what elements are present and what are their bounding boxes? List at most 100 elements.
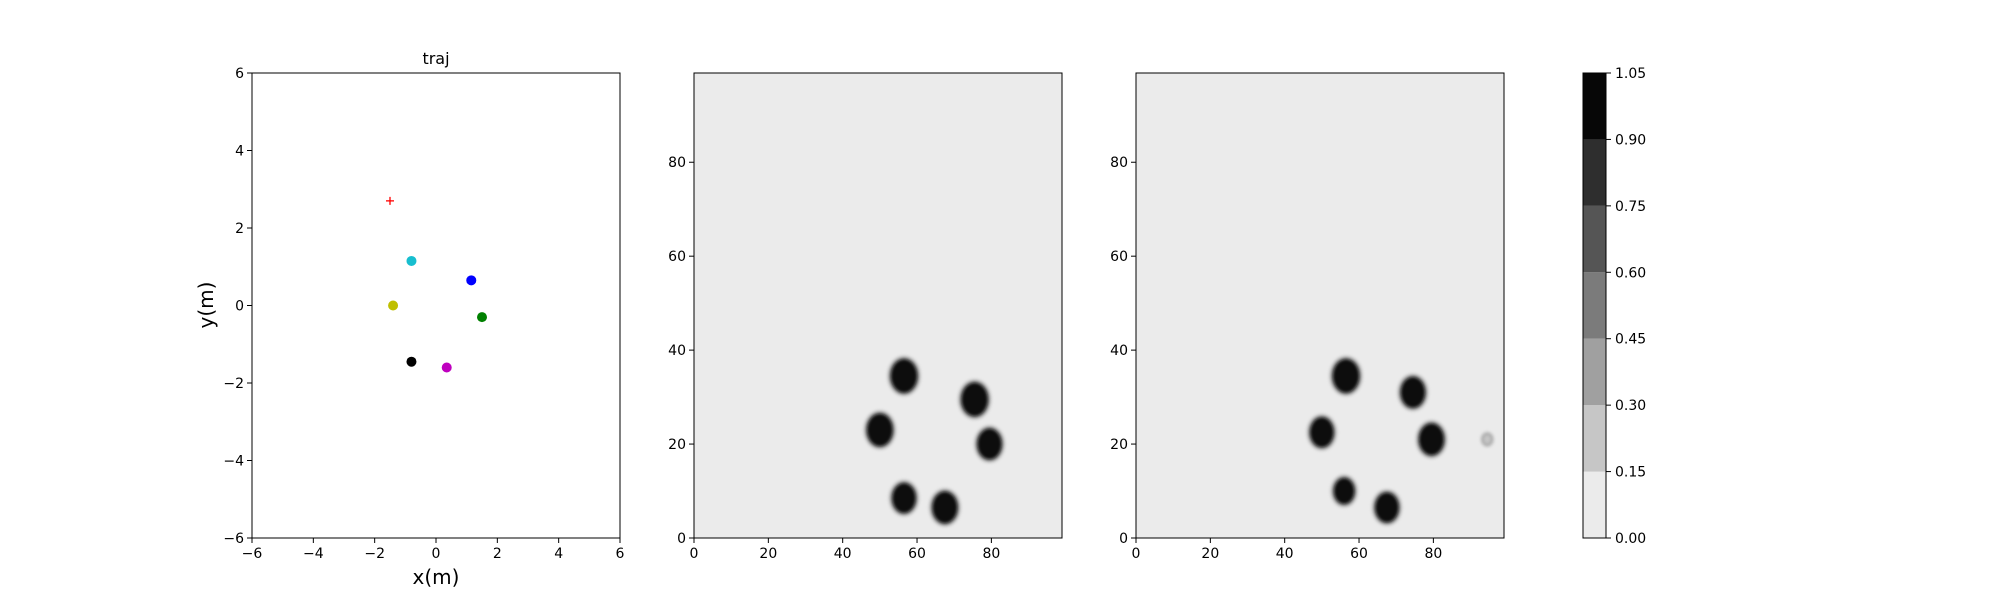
- traj-plot-title: traj: [422, 49, 449, 68]
- occupancy-blob: [929, 488, 961, 527]
- traj-x-ticks: −6 −4 −2 0 2 4 6: [242, 538, 625, 562]
- occupancy-blob-core: [961, 382, 989, 417]
- traj-point: [477, 312, 487, 323]
- colorbar-band: [1583, 73, 1606, 140]
- traj-points: [386, 196, 487, 373]
- goal-plus-marker: [386, 196, 394, 205]
- x-tick-label: 0: [1132, 546, 1141, 562]
- x-tick-label: 6: [616, 546, 625, 562]
- traj-point: [406, 255, 417, 266]
- traj-y-axis-label: y(m): [194, 282, 218, 329]
- x-tick-label: 80: [982, 546, 1000, 562]
- occupancy-blob-core: [1375, 492, 1399, 523]
- map-left-background: [694, 73, 1062, 538]
- traj-point: [466, 275, 477, 286]
- map-right-y-ticks: 0 20 40 60 80: [1110, 155, 1136, 547]
- map-right-frame: [1135, 72, 1505, 539]
- colorbar-band: [1583, 471, 1606, 538]
- traj-plot-frame: [251, 72, 621, 539]
- y-tick-label: 80: [1110, 155, 1128, 171]
- colorbar-tick-label: 0.30: [1615, 398, 1646, 414]
- y-tick-label: 40: [668, 343, 686, 359]
- y-tick-label: 20: [668, 437, 686, 453]
- map-left-frame: [693, 72, 1063, 539]
- colorbar-band: [1583, 272, 1606, 339]
- x-tick-label: 40: [834, 546, 852, 562]
- x-tick-label: 60: [1350, 546, 1368, 562]
- occupancy-blob-core: [932, 491, 958, 524]
- colorbar-tick-label: 0.45: [1615, 332, 1646, 348]
- x-tick-label: 20: [1201, 546, 1219, 562]
- occupancy-blob-core: [866, 413, 893, 447]
- x-tick-label: 40: [1276, 546, 1294, 562]
- occupancy-blob: [1415, 420, 1448, 459]
- x-tick-label: −4: [303, 546, 324, 562]
- colorbar-ticks: 0.00 0.15 0.30 0.45 0.60 0.75 0.90 1.05: [1606, 66, 1646, 547]
- occupancy-blob-core: [1309, 417, 1334, 448]
- colorbar: 0.00 0.15 0.30 0.45 0.60 0.75 0.90 1.05: [1582, 66, 1646, 547]
- occupancy-blob-core: [1400, 376, 1426, 408]
- occupancy-blob: [1480, 432, 1494, 447]
- y-tick-label: 2: [235, 221, 244, 237]
- map-plot-left: 0 20 40 60 80 0 20 40 60 80: [668, 72, 1063, 562]
- colorbar-tick-label: 0.15: [1615, 465, 1646, 481]
- occupancy-blob: [1372, 489, 1402, 526]
- x-tick-label: 0: [432, 546, 441, 562]
- map-left-y-ticks: 0 20 40 60 80: [668, 155, 694, 547]
- occupancy-blob: [1329, 356, 1363, 396]
- y-tick-label: 0: [235, 299, 244, 315]
- x-tick-label: 60: [908, 546, 926, 562]
- y-tick-label: 6: [235, 66, 244, 82]
- occupancy-blob: [889, 480, 919, 517]
- colorbar-tick-label: 0.60: [1615, 265, 1646, 281]
- x-tick-label: −2: [364, 546, 385, 562]
- occupancy-blob: [1306, 414, 1337, 451]
- occupancy-blob: [863, 410, 896, 450]
- y-tick-label: 20: [1110, 437, 1128, 453]
- occupancy-blob: [1330, 474, 1358, 508]
- occupancy-blob: [1397, 373, 1429, 411]
- occupancy-blob: [887, 356, 921, 396]
- y-tick-label: 0: [1119, 531, 1128, 547]
- colorbar-band: [1583, 405, 1606, 472]
- y-tick-label: −2: [223, 376, 244, 392]
- occupancy-blob-core: [1333, 477, 1355, 505]
- y-tick-label: −6: [223, 531, 244, 547]
- colorbar-band: [1583, 205, 1606, 273]
- occupancy-blob-core: [977, 428, 1002, 460]
- y-tick-label: 40: [1110, 343, 1128, 359]
- map-right-blobs: [1306, 356, 1494, 526]
- x-tick-label: 4: [554, 546, 563, 562]
- occupancy-blob-core: [892, 483, 916, 514]
- x-tick-label: 0: [690, 546, 699, 562]
- x-tick-label: 80: [1424, 546, 1442, 562]
- traj-point: [388, 300, 399, 311]
- colorbar-tick-label: 0.90: [1615, 132, 1646, 148]
- y-tick-label: 60: [668, 249, 686, 265]
- map-right-x-ticks: 0 20 40 60 80: [1132, 538, 1442, 562]
- traj-plot: traj −6 −4 −2 0 2 4 6 −6 −4 −2 0 2 4 6 x(m) y(m): [194, 49, 625, 589]
- traj-y-ticks: −6 −4 −2 0 2 4 6: [223, 66, 252, 547]
- y-tick-label: 4: [235, 144, 244, 160]
- colorbar-tick-label: 0.75: [1615, 199, 1646, 215]
- occupancy-blob-core: [1418, 423, 1445, 456]
- x-tick-label: −6: [242, 546, 263, 562]
- y-tick-label: 60: [1110, 249, 1128, 265]
- occupancy-blob: [958, 379, 992, 420]
- colorbar-frame: [1582, 72, 1607, 539]
- colorbar-band: [1583, 338, 1606, 406]
- occupancy-blob-core: [890, 359, 918, 393]
- occupancy-blob: [974, 425, 1005, 463]
- occupancy-blob-core: [1483, 435, 1491, 444]
- colorbar-tick-label: 1.05: [1615, 66, 1646, 82]
- y-tick-label: 0: [677, 531, 686, 547]
- colorbar-band: [1583, 139, 1606, 206]
- colorbar-tick-label: 0.00: [1615, 531, 1646, 547]
- y-tick-label: 80: [668, 155, 686, 171]
- map-left-blobs: [863, 356, 1005, 527]
- y-tick-label: −4: [223, 454, 244, 470]
- x-tick-label: 2: [493, 546, 502, 562]
- map-plot-right: 0 20 40 60 80 0 20 40 60 80: [1110, 72, 1505, 562]
- colorbar-bands: [1583, 73, 1606, 538]
